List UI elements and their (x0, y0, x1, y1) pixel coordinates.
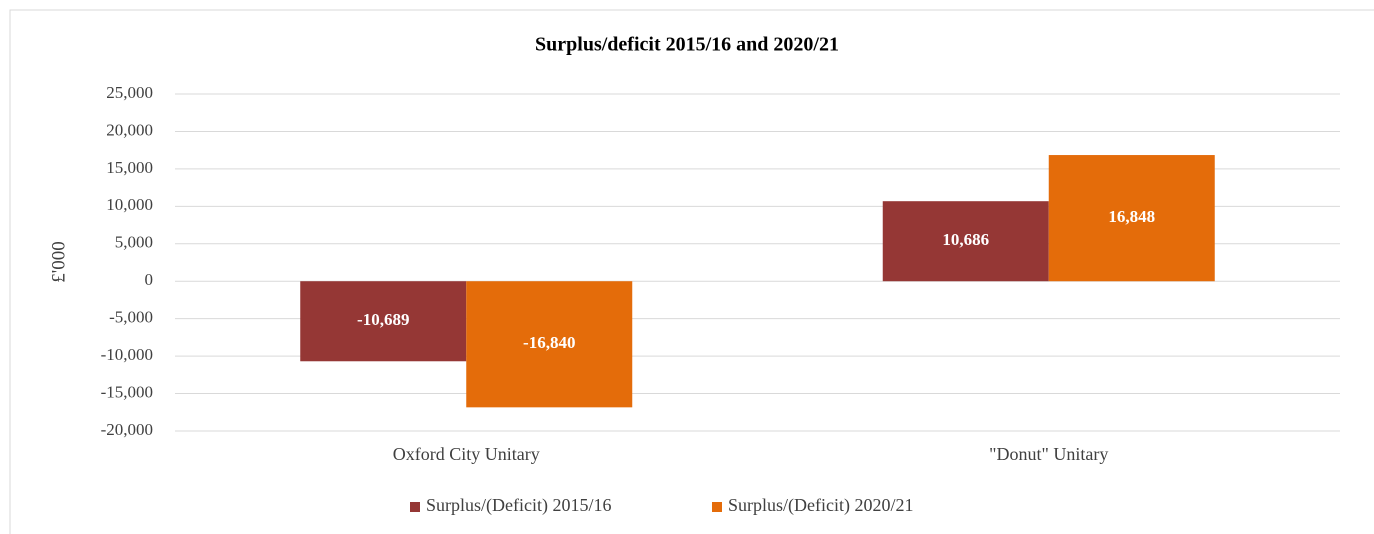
bar (300, 281, 467, 362)
y-tick-label: -20,000 (101, 420, 153, 439)
y-tick-label: 20,000 (106, 120, 153, 139)
y-tick-label: 0 (145, 270, 154, 289)
y-axis-label: £'000 (48, 241, 69, 282)
bar (882, 201, 1049, 282)
y-tick-label: 25,000 (106, 83, 153, 102)
chart-title: Surplus/deficit 2015/16 and 2020/21 (535, 34, 839, 56)
data-label: 16,848 (1108, 207, 1155, 226)
legend-label: Surplus/(Deficit) 2015/16 (426, 495, 611, 516)
y-tick-label: 5,000 (115, 233, 153, 252)
bar (466, 281, 633, 408)
legend-swatch (712, 502, 722, 512)
data-label: -10,689 (357, 310, 409, 329)
y-tick-label: 10,000 (106, 195, 153, 214)
legend-swatch (410, 502, 420, 512)
legend-label: Surplus/(Deficit) 2020/21 (728, 495, 913, 516)
data-label: -16,840 (523, 333, 575, 352)
y-tick-label: -15,000 (101, 382, 153, 401)
y-tick-label: 15,000 (106, 158, 153, 177)
y-tick-label: -5,000 (109, 308, 153, 327)
x-tick-label: "Donut" Unitary (989, 444, 1108, 464)
data-label: 10,686 (942, 230, 989, 249)
bar (1048, 155, 1215, 282)
x-tick-label: Oxford City Unitary (393, 444, 540, 464)
y-tick-label: -10,000 (101, 345, 153, 364)
